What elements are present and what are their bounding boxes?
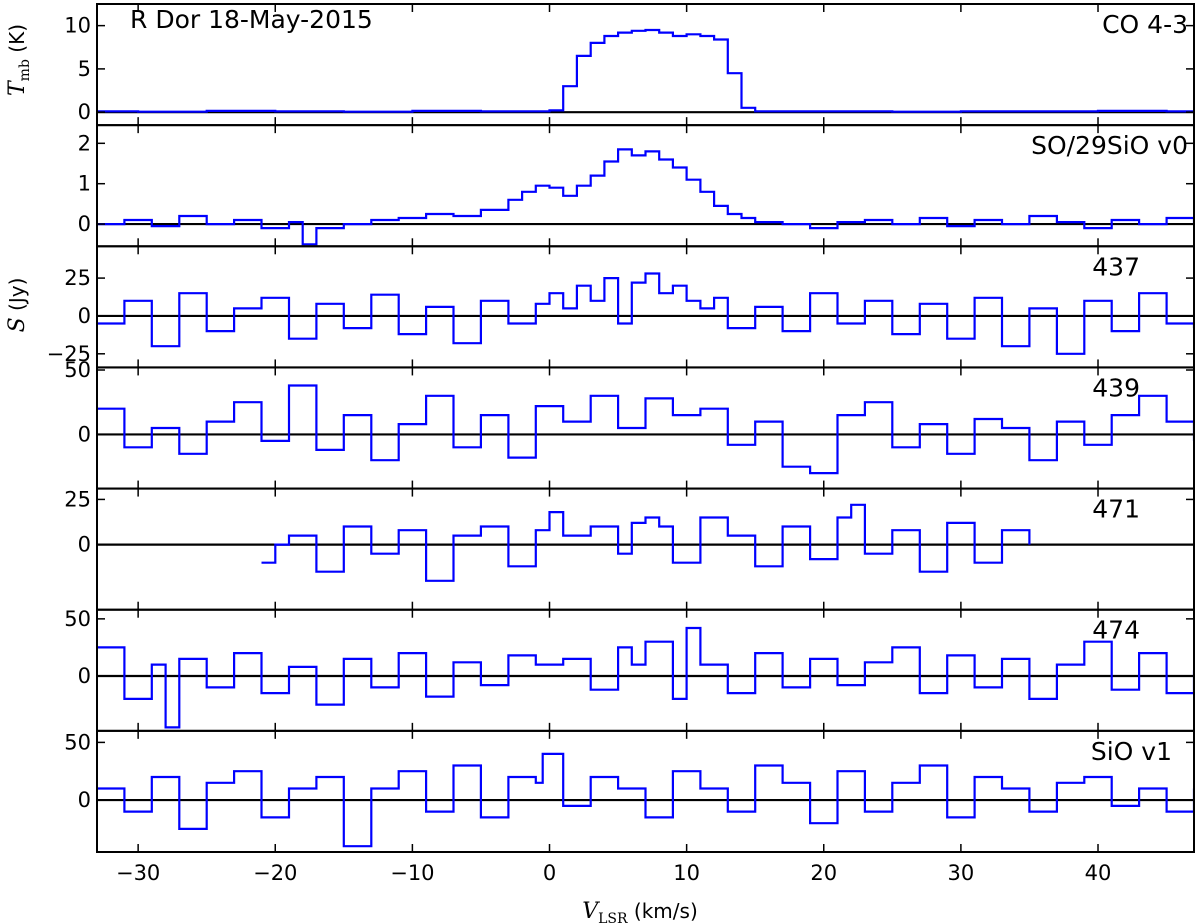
panel-5-ytick-label-1: 50	[64, 607, 91, 631]
y-axis-label-top: Tmb (K)	[5, 24, 33, 96]
panel-1-label: SO/29SiO v0	[1031, 131, 1188, 160]
x-axis-unit: (km/s)	[628, 899, 698, 923]
panel-2-ytick-label-0: 25	[64, 266, 91, 290]
panel-1-ytick-label-0: 0	[78, 212, 91, 236]
panel-3-series-line	[97, 384, 1194, 475]
y-top-unit: (K)	[5, 24, 29, 59]
panel-0-ytick-label-1: 5	[78, 57, 91, 81]
x-tick-label-7: 40	[1085, 861, 1112, 885]
svg-text:Tmb (K): Tmb (K)	[5, 24, 33, 96]
panel-6: 0 50 SiO v1	[64, 729, 1195, 853]
panel-3-ytick-label-0: 0	[78, 422, 91, 446]
svg-text:VLSR (km/s): VLSR (km/s)	[582, 899, 698, 924]
x-axis-subscript: LSR	[598, 911, 628, 924]
x-tick-label-3: 0	[543, 861, 556, 885]
panel-0-series-line	[97, 28, 1194, 113]
x-tick-labels: −30 −20 −10 0 10 20 30 40	[116, 861, 1111, 885]
chart-title: R Dor 18-May-2015	[130, 5, 373, 34]
chart-title-text: R Dor 18-May-2015	[130, 5, 373, 34]
y-shared-symbol: S	[5, 317, 30, 332]
panel-4: 25 0 471	[64, 487, 1195, 611]
y-top-symbol: T	[5, 79, 30, 96]
panel-2-ytick-label-1: 0	[78, 304, 91, 328]
panel-4-frame	[96, 487, 1195, 611]
panel-2-series-line	[97, 272, 1194, 355]
panel-1-series-line	[97, 148, 1194, 246]
x-tick-label-4: 10	[673, 861, 700, 885]
panel-1-ytick-label-1: 1	[78, 172, 91, 196]
x-tick-label-1: −20	[253, 861, 297, 885]
panel-4-series-line	[261, 503, 1031, 582]
panel-5-label: 474	[1092, 616, 1140, 645]
x-tick-label-6: 30	[948, 861, 975, 885]
panel-6-frame	[96, 729, 1195, 853]
panel-6-series-line	[97, 752, 1194, 848]
panel-2: 25 0 −25 437	[47, 245, 1195, 369]
panel-5-series-line	[97, 626, 1194, 729]
y-axis-label-shared: S (Jy)	[5, 278, 30, 333]
panel-4-ytick-label-0: 25	[64, 487, 91, 511]
panel-0-label: CO 4-3	[1102, 10, 1188, 39]
x-tick-label-2: −10	[390, 861, 434, 885]
panel-6-label: SiO v1	[1091, 737, 1172, 766]
panel-3-label: 439	[1092, 373, 1140, 402]
x-axis-symbol: V	[582, 899, 600, 924]
panel-3-ytick-label-1: 50	[64, 358, 91, 382]
y-top-subscript: mb	[17, 59, 33, 81]
panel-0-ytick-label-2: 10	[64, 14, 91, 38]
panel-0-ytick-label-0: 0	[78, 100, 91, 124]
panel-4-label: 471	[1092, 495, 1140, 524]
svg-text:S (Jy): S (Jy)	[5, 278, 30, 333]
panel-1: 0 1 2 SO/29SiO v0	[78, 124, 1195, 248]
panel-2-ytick-label-2: −25	[47, 342, 91, 366]
panel-6-ytick-label-0: 0	[78, 788, 91, 812]
y-shared-unit: (Jy)	[5, 278, 29, 318]
panels: 0 5 10 CO 4-3 0 1 2 SO/29SiO v0 25 0 −25 437 0 50 439 2…	[47, 3, 1195, 885]
x-tick-label-0: −30	[116, 861, 160, 885]
panel-4-ytick-label-1: 0	[78, 533, 91, 557]
x-axis-label: VLSR (km/s)	[582, 899, 698, 924]
panel-6-ytick-label-1: 50	[64, 730, 91, 754]
x-tick-label-5: 20	[810, 861, 837, 885]
panel-1-ytick-label-2: 2	[78, 131, 91, 155]
panel-3: 0 50 439	[64, 358, 1195, 490]
panel-5-ytick-label-0: 0	[78, 664, 91, 688]
panel-2-label: 437	[1092, 252, 1140, 281]
panel-5: 0 50 474	[64, 607, 1195, 732]
